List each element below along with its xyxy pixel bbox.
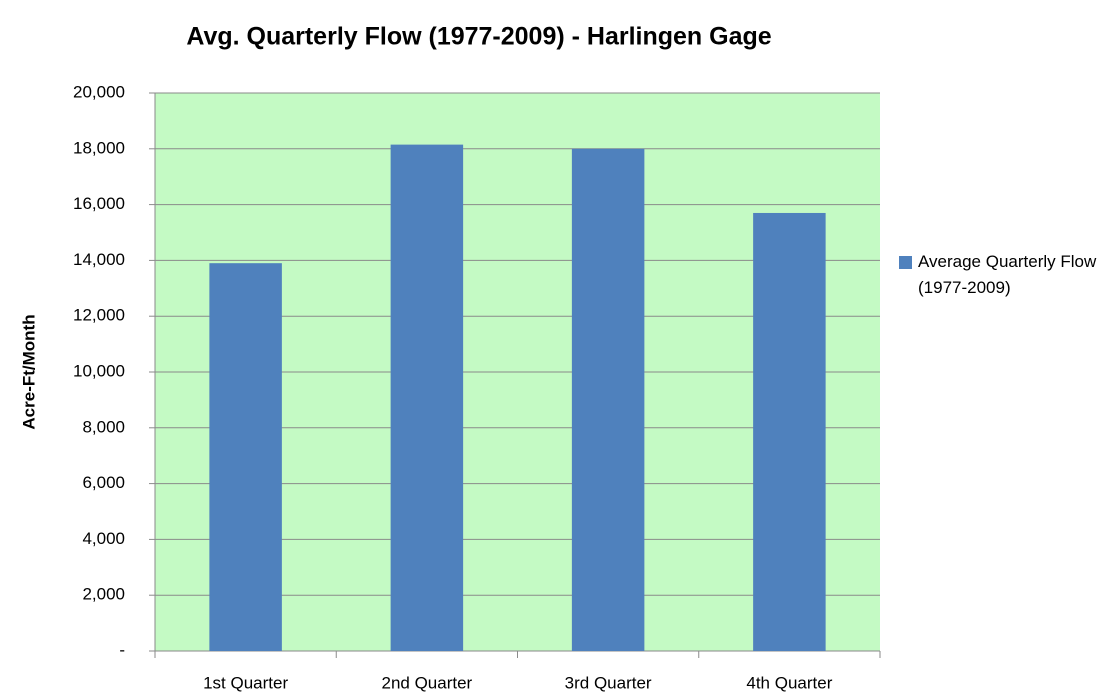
y-tick-label: 2,000 [82, 585, 125, 604]
y-tick-label: 8,000 [82, 417, 125, 436]
bar [753, 212, 826, 651]
y-tick-label: 6,000 [82, 473, 125, 492]
y-tick-label: 4,000 [82, 529, 125, 548]
x-tick-label: 1st Quarter [203, 673, 288, 692]
y-tick-label: 12,000 [73, 306, 125, 325]
y-tick-label: 20,000 [73, 82, 125, 101]
bar [209, 263, 282, 651]
y-tick-label: 14,000 [73, 250, 125, 269]
x-tick-label: 4th Quarter [746, 673, 832, 692]
y-tick-label: - [119, 640, 125, 659]
y-tick-label: 16,000 [73, 194, 125, 213]
legend-label: Average Quarterly Flow (1977-2009) [918, 252, 1097, 297]
bar [390, 144, 464, 652]
x-tick-label: 2nd Quarter [382, 673, 473, 692]
legend-swatch [899, 256, 912, 269]
bar [571, 148, 645, 652]
y-axis-label: Acre-Ft/Month [19, 314, 38, 429]
chart-title: Avg. Quarterly Flow (1977-2009) - Harlin… [186, 23, 771, 51]
y-tick-label: 18,000 [73, 138, 125, 157]
y-tick-label: 10,000 [73, 361, 125, 380]
x-tick-label: 3rd Quarter [565, 673, 652, 692]
